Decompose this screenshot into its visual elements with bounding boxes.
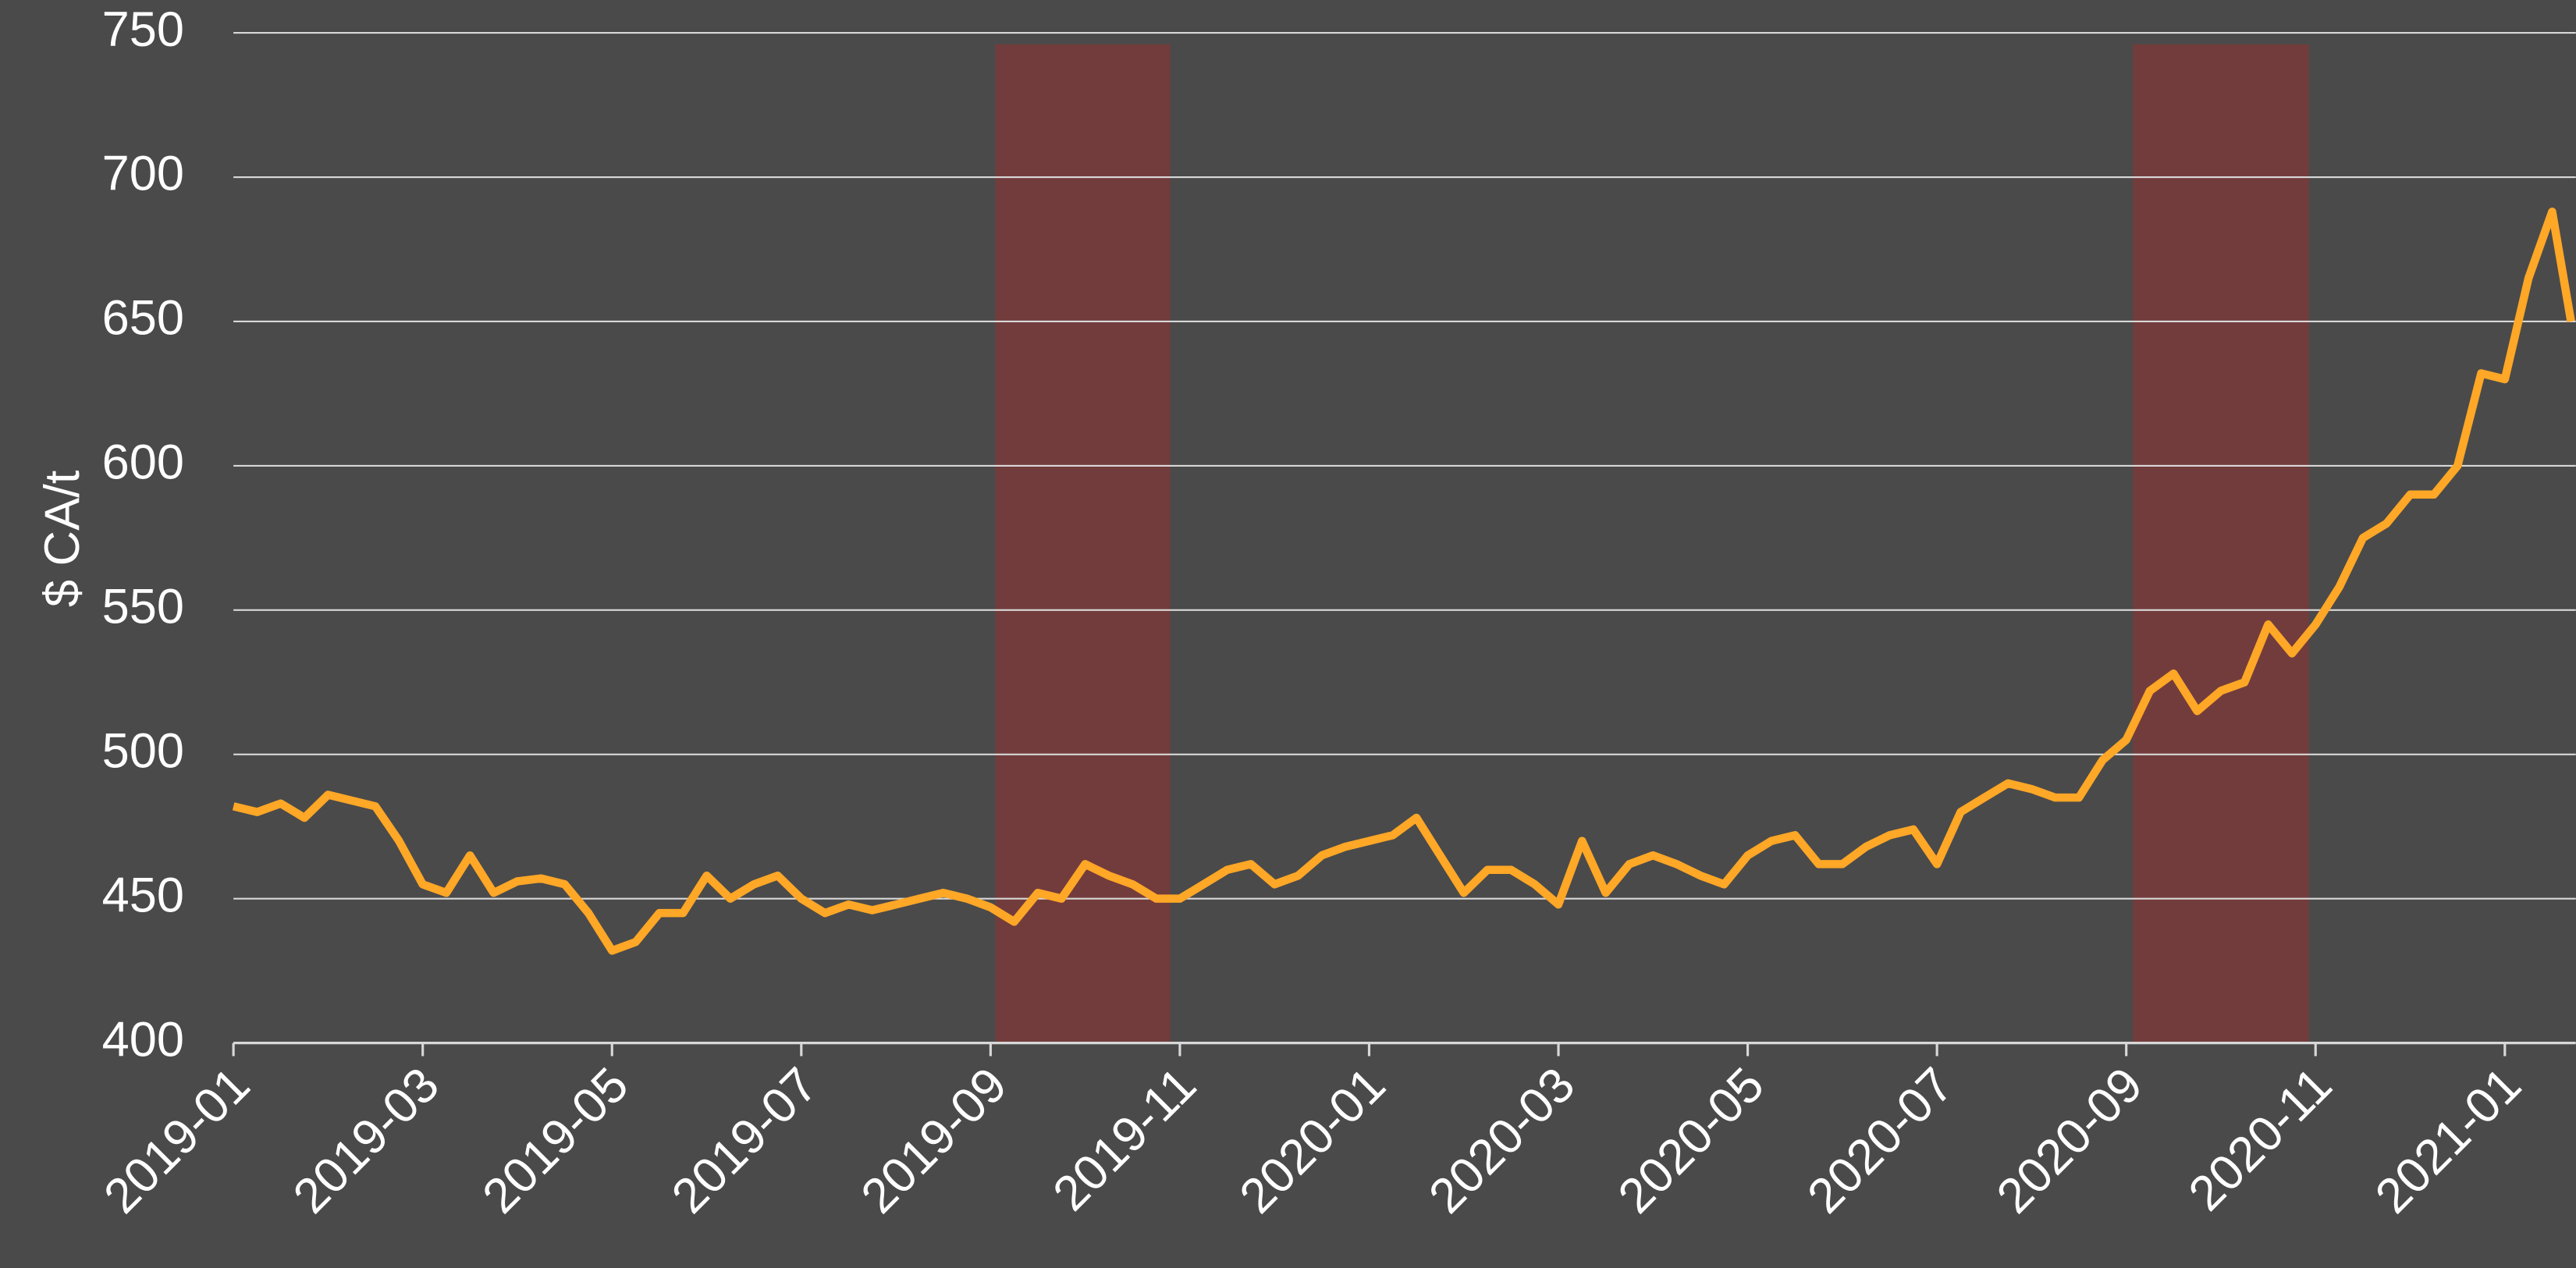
y-tick-label: 650 xyxy=(102,291,184,346)
data-line xyxy=(232,208,2575,955)
y-tick-label: 450 xyxy=(102,868,184,922)
y-tick-label: 600 xyxy=(102,435,184,490)
y-tick-label: 400 xyxy=(102,1012,184,1067)
y-axis-label: $ CA/t xyxy=(35,470,90,607)
y-tick-label: 750 xyxy=(102,2,184,57)
y-tick-label: 500 xyxy=(102,723,184,778)
y-tick-label: 550 xyxy=(102,580,184,634)
shaded-region xyxy=(2133,44,2309,1043)
y-tick-label: 700 xyxy=(102,147,184,201)
shaded-region xyxy=(995,44,1171,1043)
